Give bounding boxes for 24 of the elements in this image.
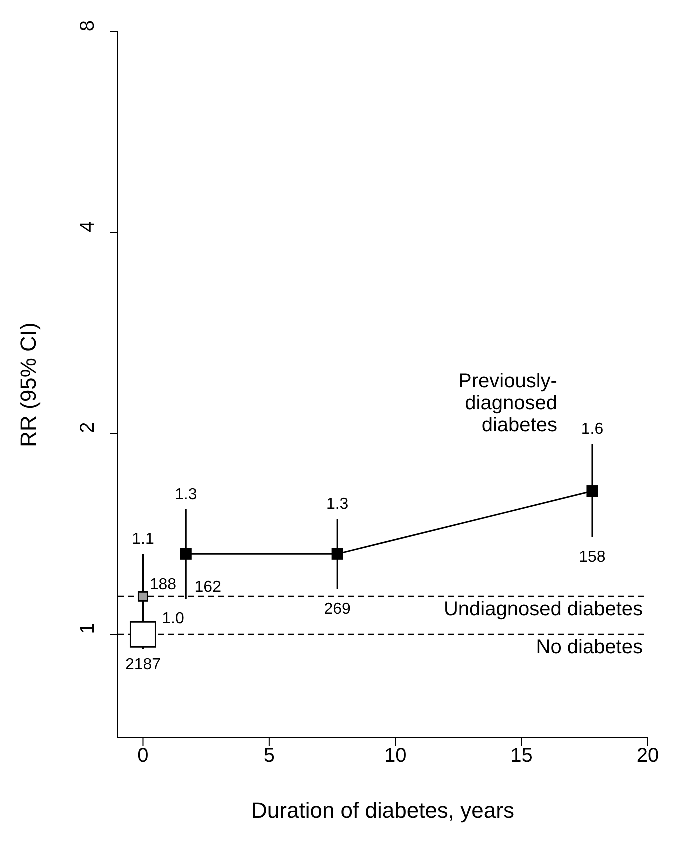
ref-line-label: Undiagnosed diabetes: [444, 598, 643, 621]
x-tick-label: 20: [636, 745, 660, 768]
data-label: 1.0: [162, 610, 184, 628]
text: Previously- diagnosed diabetes: [458, 370, 558, 436]
x-tick-label: 5: [264, 745, 275, 768]
annotation: 269: [324, 600, 352, 618]
x-tick-label: 0: [138, 745, 149, 768]
x-tick-label: 15: [510, 745, 533, 768]
y-tick-label: 8: [77, 20, 99, 32]
ref-line-label: No diabetes: [536, 636, 643, 659]
y-tick-label: 1: [77, 623, 99, 634]
annotation: 2187: [125, 656, 162, 674]
data-label: 1.3: [175, 486, 198, 503]
annotation: 188: [150, 576, 177, 594]
annotation: 158: [579, 548, 606, 566]
y-axis-title: RR (95% CI): [16, 322, 41, 448]
x-tick-label: 10: [384, 745, 407, 768]
data-label: 1.6: [581, 420, 604, 438]
y-tick-label: 4: [77, 221, 99, 232]
y-tick-label: 2: [77, 422, 99, 434]
annotation: 162: [194, 578, 222, 596]
x-axis-title: Duration of diabetes, years: [252, 798, 514, 823]
data-label: 1.1: [132, 530, 154, 548]
data-label: 1.3: [326, 496, 349, 513]
